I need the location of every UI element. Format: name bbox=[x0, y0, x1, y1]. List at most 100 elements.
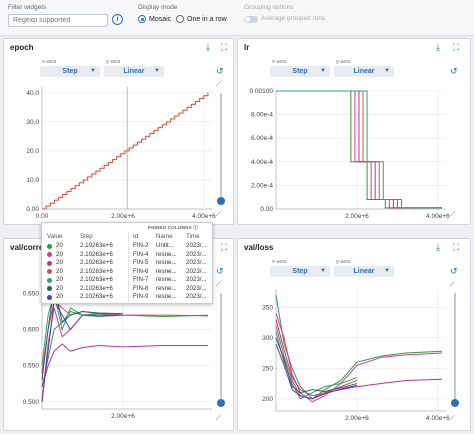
grouping-label: Grouping options bbox=[244, 4, 294, 11]
cell-value: 20 bbox=[56, 259, 63, 266]
panel-lr: lr ⤓ ⛶ x-axis y-axis Step ▼ Linear ▼ ↺ ⟋ 0… bbox=[237, 38, 471, 225]
cell-step: 2.10263e+6 bbox=[80, 276, 113, 283]
yaxis-select[interactable]: Linear ▼ bbox=[104, 66, 164, 77]
yaxis-label: y-axis bbox=[336, 259, 351, 265]
mode-row-label: One in a row bbox=[187, 15, 227, 23]
chart-epoch[interactable]: 0.00 10.0 20.0 30.0 40.0 0.00 2.00e+6 4.00e+6 bbox=[4, 79, 216, 225]
yaxis-select-value: Linear bbox=[353, 68, 375, 75]
tooltip-row: 20 2.10263e+6 FIN-4 resne... 2023/... bbox=[42, 251, 212, 259]
cell-step: 2.10263e+6 bbox=[80, 250, 113, 258]
series-line-1 bbox=[276, 90, 442, 209]
xaxis-select[interactable]: Step ▼ bbox=[270, 266, 330, 277]
smoothing-slider-track[interactable] bbox=[220, 293, 222, 403]
cell-time: 2023/... bbox=[186, 250, 207, 258]
y-tick-label: 4.00e-4 bbox=[251, 159, 273, 166]
y-tick-label: 40.0 bbox=[26, 90, 39, 97]
chevron-down-icon: ▼ bbox=[154, 68, 160, 74]
zoom-icon[interactable]: ⟋ bbox=[216, 211, 221, 218]
xaxis-select[interactable]: Step ▼ bbox=[270, 66, 330, 77]
zoom-icon[interactable]: ⟋ bbox=[450, 415, 455, 422]
cell-id: FIN-8 bbox=[133, 284, 149, 292]
chart-lr[interactable]: 0.00 2.00e-4 4.00e-4 6.00e-4 8.00e-4 0.00100 2… bbox=[238, 79, 452, 225]
x-tick-label: 2.00e+6 bbox=[345, 213, 369, 220]
x-tick-label: 2.00e+6 bbox=[111, 213, 135, 220]
smoothing-slider-knob[interactable] bbox=[217, 399, 225, 407]
run-color-dot bbox=[47, 243, 52, 249]
download-icon[interactable]: ⤓ bbox=[436, 42, 440, 52]
cell-time: 2023/... bbox=[186, 242, 207, 249]
smoothing-slider-knob[interactable] bbox=[217, 197, 225, 205]
chart-val-loss[interactable]: 200 250 300 350 2.00e+6 4.00e+6 bbox=[238, 279, 452, 429]
tooltip-row: 20 2.10263e+6 FIN-2 Untit... 2023/... bbox=[42, 242, 212, 250]
series-line-6 bbox=[275, 343, 358, 400]
tooltip-row: 20 2.10263e+6 FIN-6 resne... 2023/... bbox=[42, 268, 212, 276]
fullscreen-icon[interactable]: ⛶ bbox=[452, 42, 460, 52]
chevron-down-icon: ▼ bbox=[320, 68, 326, 74]
pinned-divider bbox=[128, 232, 129, 302]
xaxis-select-value: Step bbox=[292, 68, 308, 75]
xaxis-label: x-axis bbox=[42, 59, 57, 65]
cell-step: 2.10263e+6 bbox=[80, 242, 113, 249]
cell-step: 2.10263e+6 bbox=[80, 293, 113, 300]
series-line-6 bbox=[41, 299, 123, 402]
cell-id: FIN-9 bbox=[133, 293, 149, 300]
xaxis-label: x-axis bbox=[272, 59, 287, 65]
yaxis-label: y-axis bbox=[336, 59, 351, 65]
average-grouped-toggle[interactable] bbox=[244, 16, 258, 23]
smoothing-slider-track[interactable] bbox=[454, 293, 456, 403]
cell-name: resne... bbox=[156, 276, 177, 283]
download-icon[interactable]: ⤓ bbox=[436, 242, 440, 252]
y-tick-label: 300 bbox=[262, 335, 273, 342]
reset-icon[interactable]: ↺ bbox=[216, 66, 224, 76]
tooltip-row: 20 2.10263e+6 FIN-8 resne... 2023/... bbox=[42, 285, 212, 293]
y-tick-label: 0.00 bbox=[26, 206, 39, 213]
cell-name: resne... bbox=[156, 293, 177, 300]
panel-title: epoch bbox=[10, 43, 34, 52]
series-line-2 bbox=[276, 90, 442, 209]
filter-input[interactable] bbox=[8, 14, 108, 27]
series-line-5 bbox=[41, 286, 123, 381]
run-color-dot bbox=[47, 252, 52, 257]
fullscreen-icon[interactable]: ⛶ bbox=[220, 42, 228, 52]
yaxis-select[interactable]: Linear ▼ bbox=[334, 266, 394, 277]
series-line-2 bbox=[275, 319, 442, 397]
series-line-2 bbox=[41, 343, 208, 388]
reset-icon[interactable]: ↺ bbox=[450, 266, 458, 276]
hover-tooltip: PINNED COLUMNS ⓘ Value Step Id Name Time… bbox=[41, 222, 213, 304]
reset-icon[interactable]: ↺ bbox=[216, 266, 224, 276]
smoothing-slider-knob[interactable] bbox=[451, 399, 459, 407]
info-icon[interactable]: i bbox=[112, 14, 123, 25]
chevron-down-icon: ▼ bbox=[384, 268, 390, 274]
yaxis-select-value: Linear bbox=[353, 268, 375, 275]
yaxis-select[interactable]: Linear ▼ bbox=[334, 66, 394, 77]
mode-mosaic-radio[interactable]: Mosaic bbox=[138, 15, 171, 23]
zoom-icon[interactable]: ⟋ bbox=[216, 415, 221, 422]
download-icon[interactable]: ⤓ bbox=[206, 42, 210, 52]
panel-val-loss: val/loss ⤓ ⛶ x-axis y-axis Step ▼ Linear ▼… bbox=[237, 238, 471, 431]
cell-id: FIN-2 bbox=[133, 242, 149, 249]
fullscreen-icon[interactable]: ⛶ bbox=[452, 242, 460, 252]
y-tick-label: 0.550 bbox=[23, 363, 40, 370]
y-tick-label: 0.00100 bbox=[250, 88, 274, 95]
fullscreen-icon[interactable]: ⛶ bbox=[220, 242, 228, 252]
xaxis-select[interactable]: Step ▼ bbox=[40, 66, 100, 77]
x-tick-label: 2.00e+6 bbox=[111, 413, 135, 420]
smoothing-curve-icon: ⟋ bbox=[450, 281, 455, 288]
panel-title: lr bbox=[244, 43, 250, 52]
tooltip-row: 20 2.10263e+6 FIN-9 resne... 2023/... bbox=[42, 293, 212, 301]
x-tick-label: 4.00e+6 bbox=[426, 213, 450, 220]
cell-time: 2023/... bbox=[186, 284, 207, 292]
zoom-icon[interactable]: ⟋ bbox=[450, 211, 455, 218]
mode-row-radio[interactable]: One in a row bbox=[176, 15, 227, 23]
radio-unselected-icon bbox=[176, 15, 184, 23]
cell-name: resne... bbox=[156, 267, 177, 275]
y-tick-label: 0.600 bbox=[23, 327, 40, 334]
x-tick-label: 2.00e+6 bbox=[345, 415, 369, 422]
y-tick-label: 2.00e-4 bbox=[251, 182, 273, 189]
pinned-columns-label: PINNED COLUMNS ⓘ bbox=[148, 225, 198, 230]
cell-name: resne... bbox=[156, 259, 177, 266]
smoothing-slider-track[interactable] bbox=[220, 93, 222, 203]
col-value: Value bbox=[47, 233, 63, 240]
reset-icon[interactable]: ↺ bbox=[450, 66, 458, 76]
info-icon: ⓘ bbox=[193, 225, 198, 230]
